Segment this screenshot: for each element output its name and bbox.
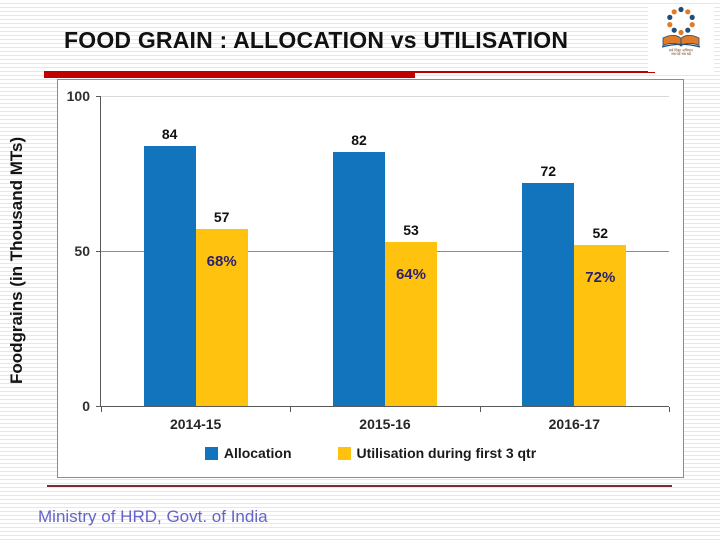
utilisation-bar-2015-16: 53 64% [384, 222, 437, 406]
y-tick-mark [96, 96, 101, 97]
plot-area: 84 57 68% 82 53 64% 72 52 72% [101, 96, 669, 406]
title-underline-line [415, 71, 655, 73]
footer-text: Ministry of HRD, Govt. of India [38, 507, 268, 526]
legend-label: Utilisation during first 3 qtr [356, 445, 537, 461]
bar-value-label: 82 [351, 132, 367, 148]
page-title: FOOD GRAIN : ALLOCATION vs UTILISATION [64, 27, 569, 53]
category-label-2014-15: 2014-15 [169, 416, 222, 432]
utilisation-bar-2014-15: 57 68% [195, 209, 248, 406]
bar-value-label: 72 [540, 163, 557, 179]
x-tick-mark [290, 407, 292, 412]
allocation-bar-2014-15: 84 [143, 126, 196, 406]
y-tick-label-50: 50 [74, 243, 90, 259]
utilisation-bar-2016-17: 52 72% [574, 225, 627, 406]
bar-group-2014-15: 84 57 68% [101, 96, 290, 406]
y-tick-mark [96, 406, 101, 407]
logo-caption-line2: सब पढ़ें सब बढ़ें [671, 52, 691, 57]
logo-caption: सर्व शिक्षा अभियान सब पढ़ें सब बढ़ें [665, 49, 698, 56]
percent-label: 68% [206, 253, 237, 270]
percent-label: 72% [585, 269, 616, 286]
bar-group-2015-16: 82 53 64% [290, 96, 479, 406]
title-underline-bar [44, 71, 415, 78]
legend-label: Allocation [223, 445, 292, 461]
bar-value-label: 84 [161, 126, 178, 142]
organisation-logo: सर्व शिक्षा अभियान सब पढ़ें सब बढ़ें [648, 4, 714, 72]
allocation-bar-2015-16: 82 [332, 132, 385, 406]
gridline-100 [101, 96, 669, 97]
percent-label: 64% [395, 266, 426, 283]
ssa-emblem-icon [661, 6, 701, 48]
legend-item: Utilisation during first 3 qtr [337, 445, 537, 461]
legend-item: Allocation [204, 445, 292, 461]
y-tick-mark [96, 251, 101, 252]
allocation-bar-2016-17: 72 [522, 163, 575, 406]
x-tick-mark [479, 407, 481, 412]
category-label-2016-17: 2016-17 [548, 416, 601, 432]
x-axis-line [101, 406, 669, 407]
bar-group-2016-17: 72 52 72% [480, 96, 669, 406]
bar-value-label: 53 [403, 222, 419, 238]
y-tick-label-100: 100 [66, 88, 90, 104]
chart-legend: Allocation Utilisation during first 3 qtr [58, 445, 683, 461]
bar-value-label: 52 [592, 225, 609, 241]
footer-divider-line [47, 485, 672, 487]
bar-chart: 84 57 68% 82 53 64% 72 52 72% 100 50 0 2014-15 2015… [57, 79, 684, 478]
y-tick-label-0: 0 [82, 398, 90, 414]
bar-value-label: 57 [213, 209, 230, 225]
legend-swatch-icon [337, 446, 351, 460]
legend-swatch-icon [204, 446, 218, 460]
category-label-2015-16: 2015-16 [359, 416, 411, 432]
x-tick-mark [669, 407, 670, 412]
y-axis-title: Foodgrains (in Thousand MTs) [7, 136, 26, 384]
logo-caption-line1: सर्व शिक्षा अभियान [669, 49, 693, 53]
x-tick-mark [101, 407, 102, 412]
category-axis-labels: 2014-15 2015-16 2016-17 [101, 416, 669, 432]
